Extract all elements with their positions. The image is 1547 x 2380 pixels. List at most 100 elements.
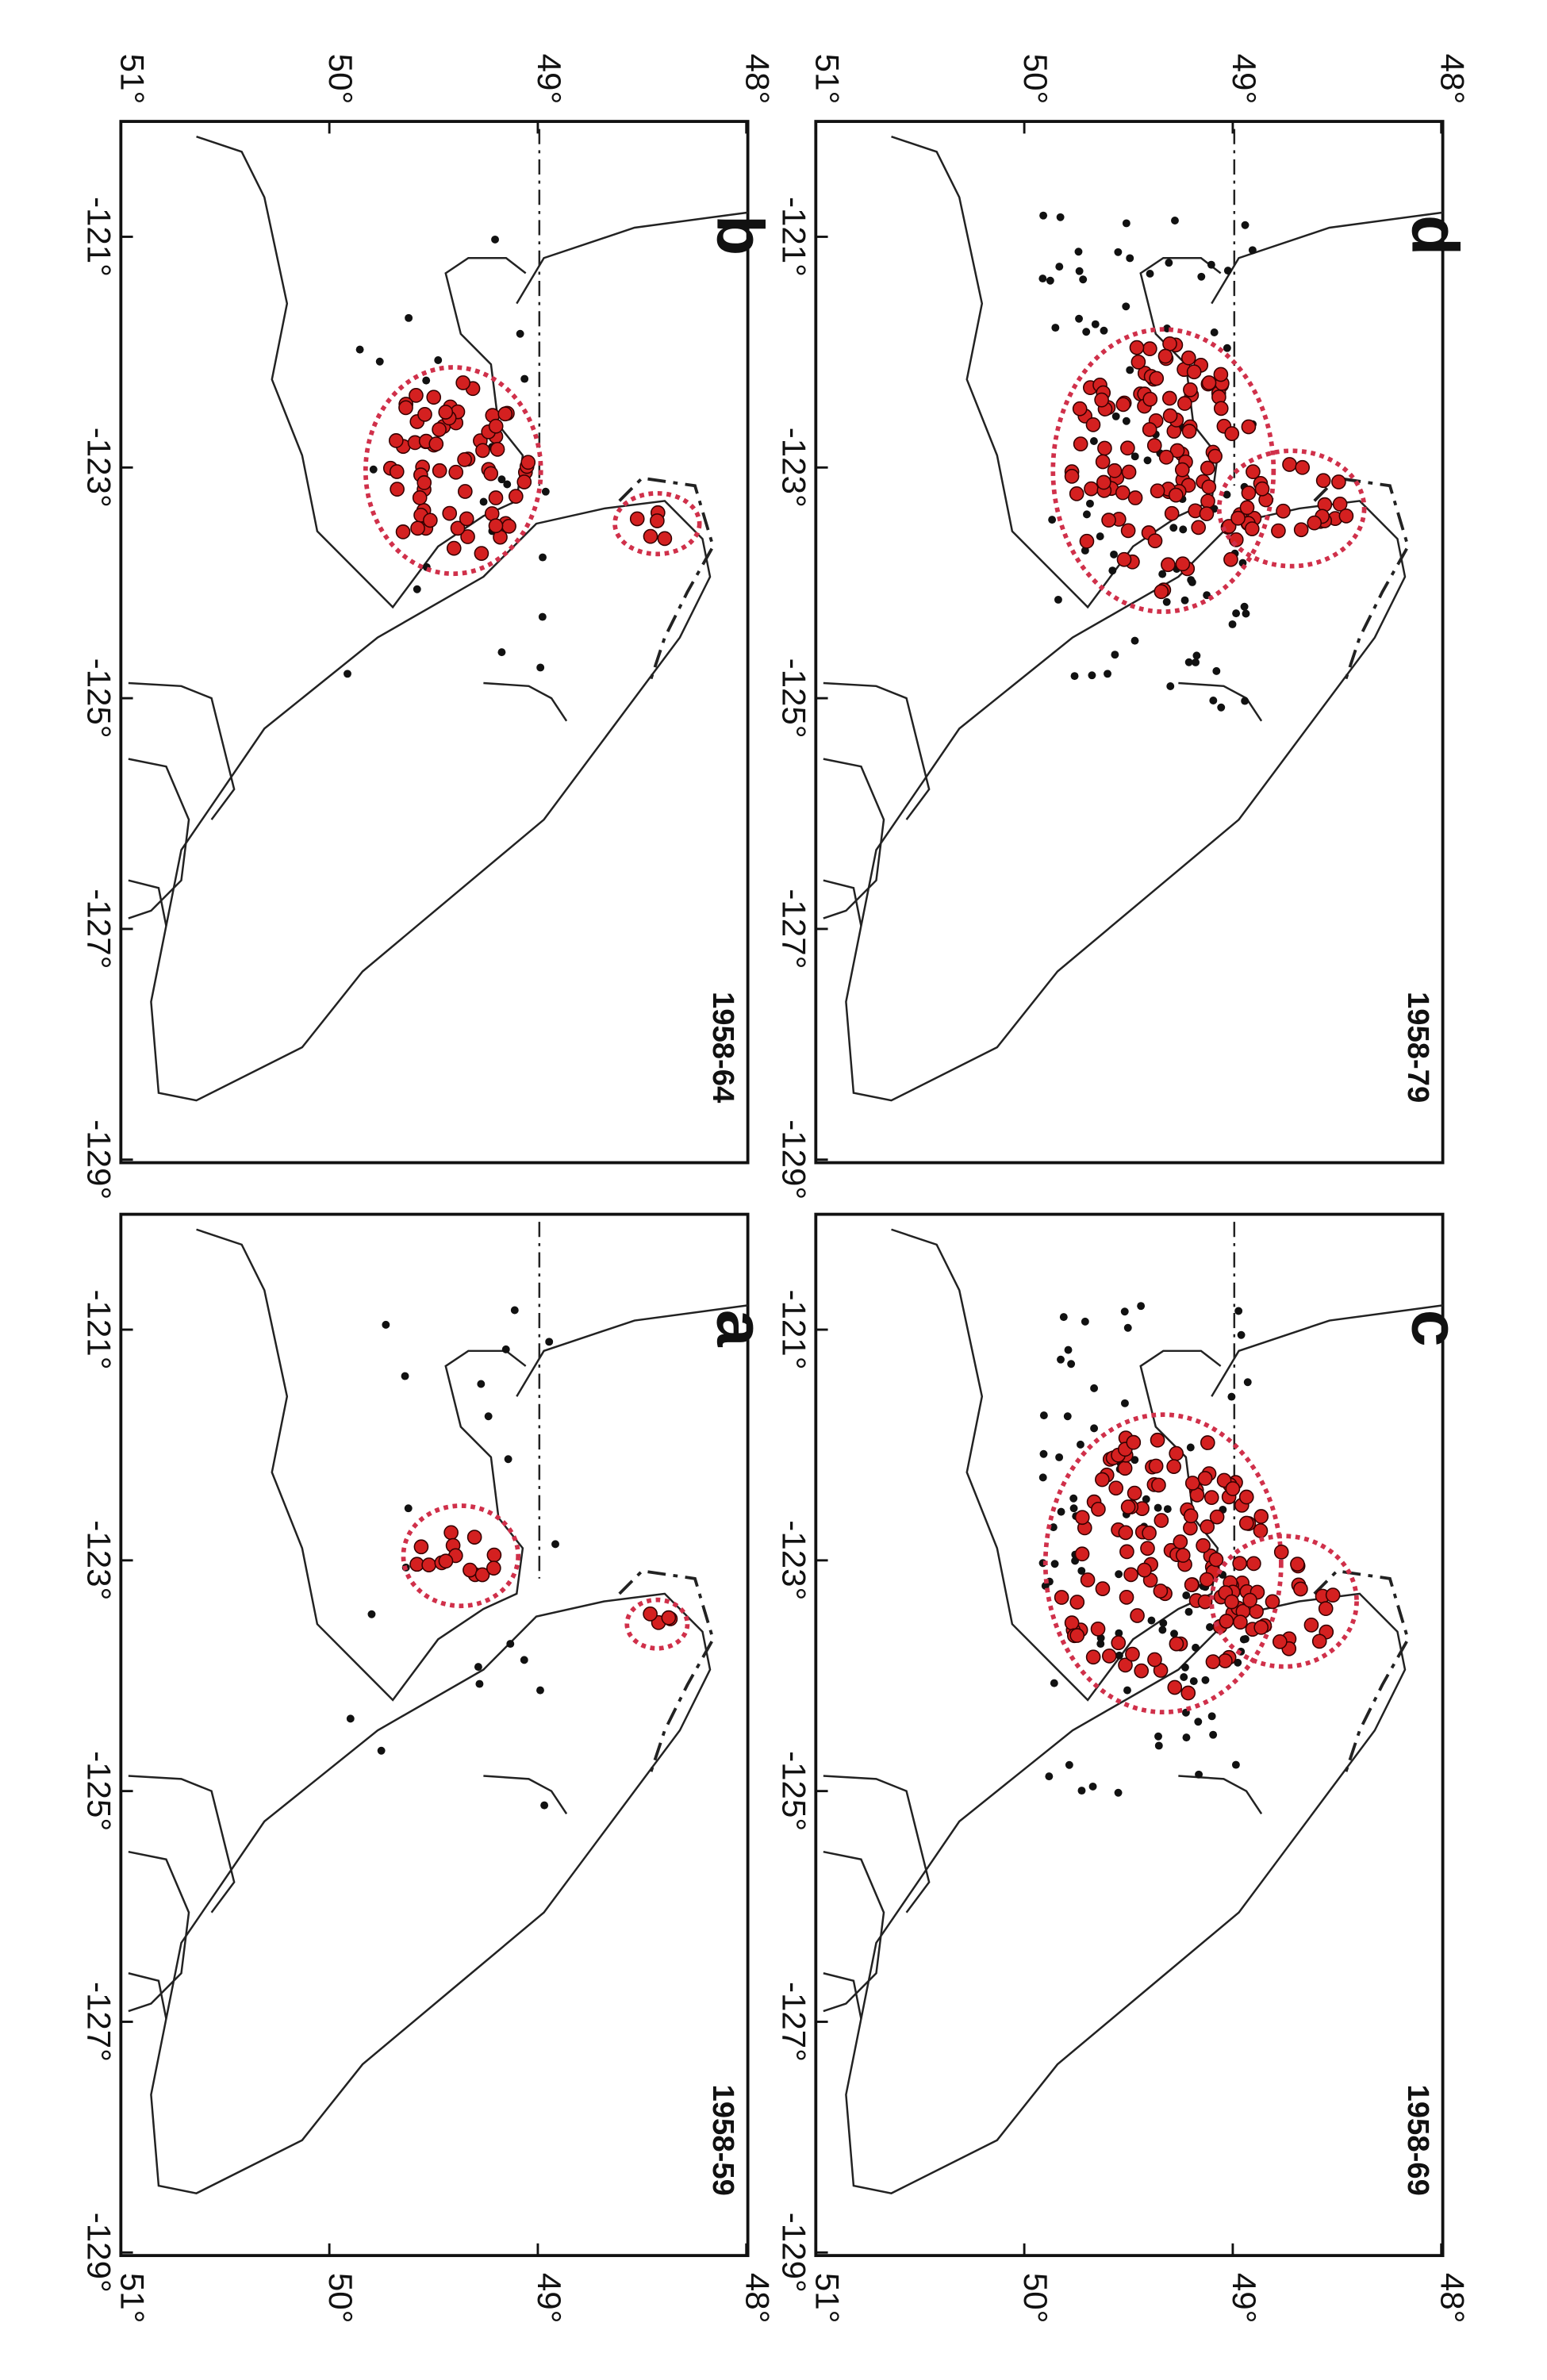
cluster-dot — [1120, 1499, 1136, 1514]
event-dot — [1171, 217, 1179, 225]
event-dot — [369, 465, 378, 474]
event-dot — [1104, 670, 1111, 678]
cluster-dot — [1119, 1544, 1134, 1560]
event-dot — [434, 356, 443, 364]
event-dot — [1232, 609, 1241, 618]
cluster-dot — [483, 466, 499, 482]
event-dot — [503, 480, 512, 489]
cluster-dot — [1116, 551, 1132, 567]
cluster-dot — [1162, 408, 1178, 424]
event-dot — [1212, 666, 1221, 675]
longitude-label: -121° — [80, 197, 117, 277]
cluster-dot — [1150, 483, 1165, 499]
cluster-dot — [1069, 486, 1084, 501]
cluster-dot — [1265, 1594, 1280, 1610]
latitude-label: 51° — [113, 2273, 151, 2324]
event-dot — [1065, 1760, 1073, 1769]
cluster-dot — [1074, 1510, 1090, 1526]
event-dot — [1075, 267, 1084, 275]
cluster-dot — [1108, 1480, 1124, 1496]
cluster-dot — [1142, 1526, 1157, 1541]
cluster-dot — [1153, 1583, 1169, 1599]
event-dot — [1039, 211, 1048, 220]
cluster-dot — [1332, 497, 1348, 512]
cluster-dot — [1072, 401, 1088, 416]
panel-letter: a — [704, 1310, 778, 1348]
cluster-dot — [1169, 1445, 1184, 1461]
cluster-dot — [488, 490, 504, 505]
event-dot — [1122, 219, 1130, 228]
event-dot — [1054, 595, 1062, 604]
latitude-label: 48° — [739, 2273, 777, 2324]
event-dot — [1070, 672, 1079, 681]
cluster-dot — [432, 463, 447, 478]
cluster-dot — [1273, 1544, 1289, 1560]
event-dot — [1096, 532, 1104, 541]
cluster-dot — [1140, 1541, 1155, 1557]
event-dot — [1077, 1567, 1086, 1576]
cluster-dot — [1338, 508, 1354, 524]
event-dot — [1154, 1503, 1162, 1512]
event-dot — [1090, 1424, 1099, 1433]
cluster-dot — [1117, 1461, 1133, 1476]
event-dot — [401, 1372, 409, 1380]
event-dot — [1201, 1676, 1210, 1684]
cluster-dot — [1295, 459, 1311, 475]
cluster-dot — [1169, 443, 1185, 459]
event-dot — [1115, 1629, 1123, 1637]
event-dot — [1165, 259, 1173, 267]
event-dot — [1142, 1495, 1150, 1503]
event-dot — [1192, 658, 1200, 666]
event-dot — [1082, 328, 1091, 336]
cluster-dot — [1208, 1552, 1224, 1568]
cluster-dot — [1095, 1581, 1111, 1596]
cluster-dot — [1151, 1477, 1166, 1493]
event-dot — [1187, 576, 1196, 585]
event-dot — [1123, 1686, 1131, 1695]
event-dot — [475, 1679, 484, 1688]
cluster-dot — [1126, 1434, 1142, 1450]
longitude-label: -123° — [80, 1520, 117, 1600]
cluster-dot — [1095, 454, 1111, 470]
cluster-dot — [1293, 522, 1309, 538]
cluster-dot — [1200, 1435, 1215, 1450]
cluster-dot — [1272, 1634, 1288, 1649]
cluster-dot — [438, 405, 454, 420]
cluster-dot — [643, 1606, 658, 1622]
event-dot — [1137, 1302, 1146, 1311]
basemap — [126, 127, 750, 1155]
cluster-dot — [1142, 341, 1157, 357]
event-dot — [344, 670, 351, 678]
cluster-dot — [1085, 1649, 1101, 1665]
cluster-dot — [1177, 396, 1192, 411]
event-dot — [540, 1801, 549, 1810]
cluster-dot — [1164, 505, 1180, 521]
basemap — [126, 1220, 750, 2248]
cluster-dot — [457, 451, 472, 467]
cluster-dot — [1282, 457, 1297, 472]
event-dot — [1079, 275, 1088, 284]
cluster-dot — [1199, 1572, 1215, 1587]
event-dot — [1210, 328, 1219, 336]
cluster-dot — [1096, 474, 1111, 490]
cluster-dot — [1303, 1617, 1319, 1633]
panel-frame — [119, 120, 750, 1165]
panel-letter: b — [704, 215, 778, 255]
cluster-dot — [1225, 1481, 1241, 1496]
cluster-dot — [1094, 392, 1109, 408]
cluster-dot — [1238, 1515, 1254, 1531]
cluster-dot — [1137, 1562, 1152, 1578]
cluster-dot — [1209, 1509, 1225, 1525]
event-dot — [1075, 314, 1083, 323]
event-dot — [479, 497, 488, 506]
cluster-dot — [395, 524, 411, 539]
cluster-dot — [486, 1547, 502, 1563]
panel-letter: c — [1399, 1310, 1473, 1347]
cluster-outline — [363, 365, 543, 577]
latitude-label: 50° — [1017, 2273, 1054, 2324]
event-dot — [477, 1380, 486, 1388]
cluster-dot — [1293, 1581, 1308, 1597]
cluster-dot — [1168, 487, 1184, 503]
cluster-dot — [474, 546, 489, 561]
cluster-dot — [1186, 364, 1202, 380]
